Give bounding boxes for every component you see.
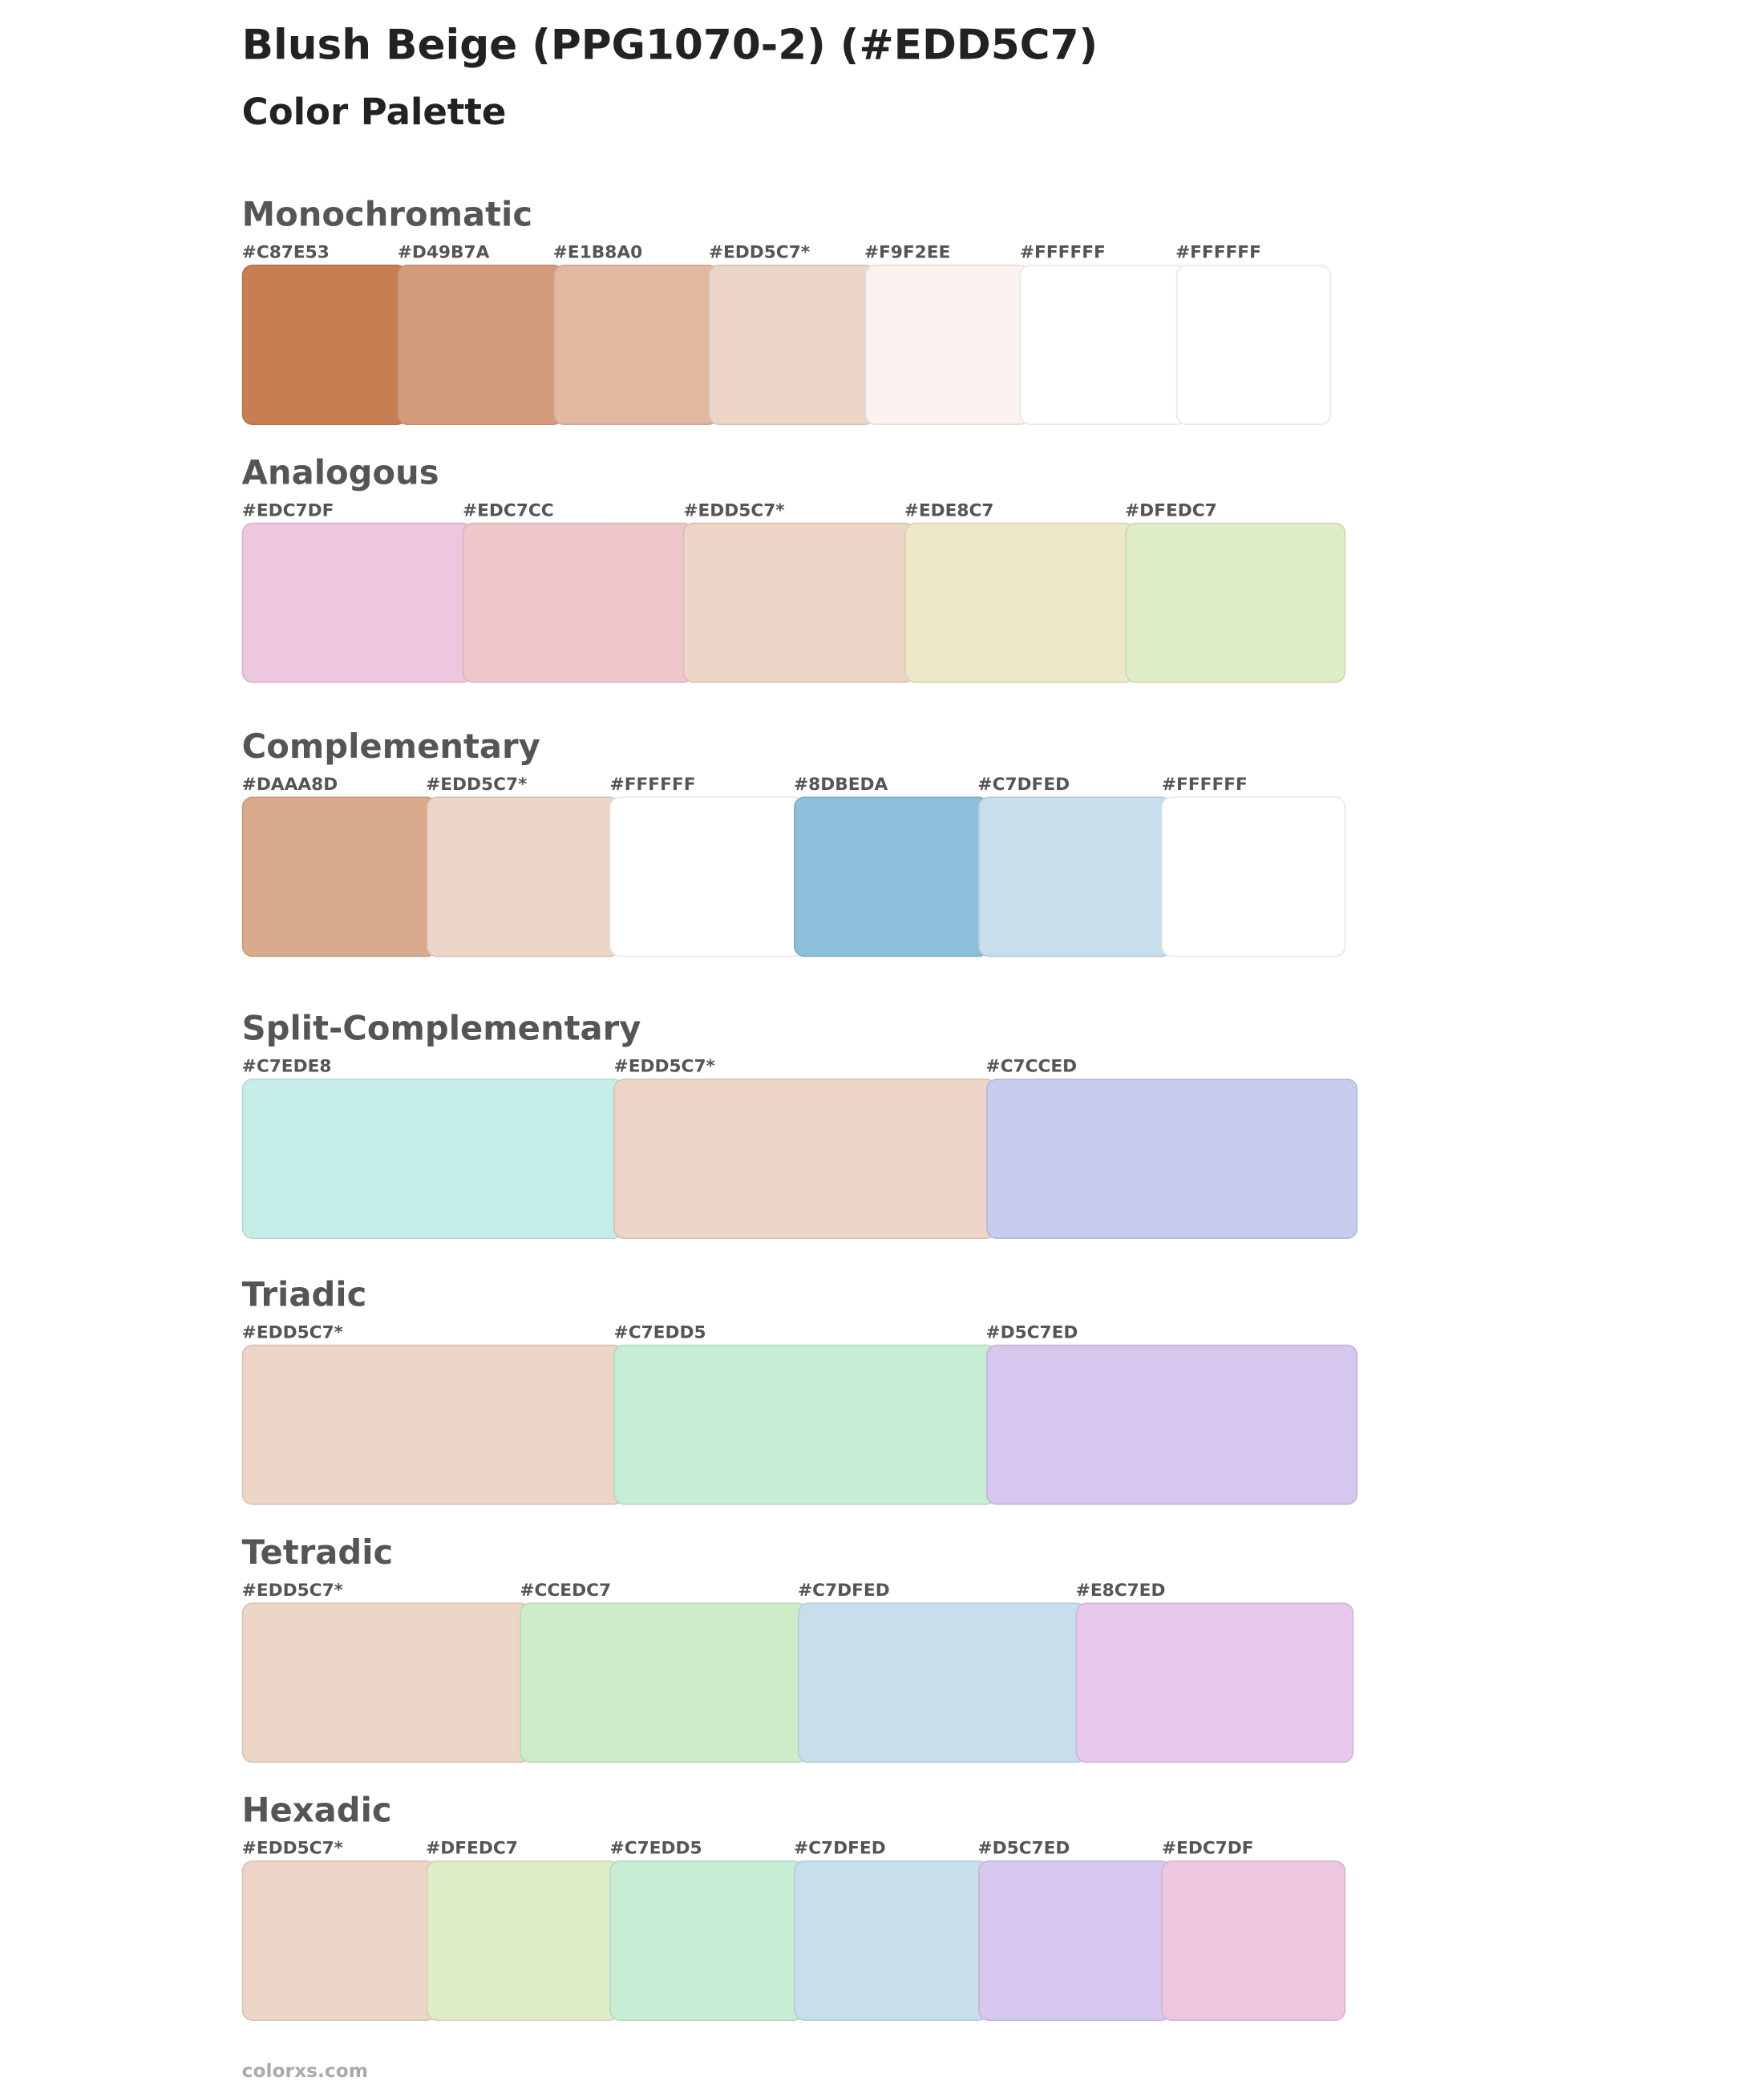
swatch-label: #C87E53 bbox=[241, 243, 330, 264]
color-swatch bbox=[241, 1079, 625, 1240]
swatch-label: #EDC7CC bbox=[462, 501, 554, 522]
section-heading: Analogous bbox=[241, 453, 439, 492]
color-swatch bbox=[1161, 1860, 1346, 2022]
swatch-label: #EDD5C7* bbox=[241, 1581, 343, 1601]
color-swatch bbox=[1019, 265, 1187, 426]
swatch-label: #EDD5C7* bbox=[613, 1057, 715, 1078]
color-swatch bbox=[1161, 796, 1346, 957]
swatch-label: #C7DFED bbox=[977, 775, 1070, 796]
color-swatch bbox=[985, 1344, 1358, 1505]
swatch-label: #DFEDC7 bbox=[426, 1839, 518, 1860]
color-swatch bbox=[977, 1860, 1173, 2022]
color-swatch bbox=[798, 1602, 1087, 1763]
swatch-label: #EDD5C7* bbox=[683, 501, 785, 522]
color-swatch bbox=[794, 796, 989, 957]
swatch-label: #C7CCED bbox=[985, 1057, 1078, 1078]
color-swatch bbox=[1175, 265, 1331, 426]
color-swatch bbox=[1075, 1602, 1354, 1763]
swatch-label: #FFFFFF bbox=[1175, 243, 1261, 264]
color-swatch bbox=[864, 265, 1031, 426]
swatch-label: #E8C7ED bbox=[1075, 1581, 1166, 1601]
page-subtitle: Color Palette bbox=[241, 92, 507, 134]
swatch-label: #E1B8A0 bbox=[552, 243, 643, 264]
swatch-label: #C7DFED bbox=[794, 1839, 886, 1860]
color-swatch bbox=[613, 1079, 997, 1240]
color-swatch bbox=[708, 265, 876, 426]
color-swatch bbox=[241, 1344, 625, 1505]
page-title: Blush Beige (PPG1070-2) (#EDD5C7) bbox=[241, 21, 1098, 70]
color-swatch bbox=[609, 1860, 805, 2022]
color-swatch bbox=[985, 1079, 1358, 1240]
color-swatch bbox=[462, 522, 694, 683]
section-heading: Hexadic bbox=[241, 1791, 392, 1830]
swatch-label: #C7EDD5 bbox=[609, 1839, 702, 1860]
color-swatch bbox=[241, 1860, 437, 2022]
swatch-label: #DFEDC7 bbox=[1124, 501, 1217, 522]
color-swatch bbox=[613, 1344, 997, 1505]
color-swatch bbox=[552, 265, 720, 426]
swatch-label: #C7EDD5 bbox=[613, 1323, 706, 1344]
section-heading: Tetradic bbox=[241, 1532, 394, 1573]
color-swatch bbox=[397, 265, 564, 426]
swatch-label: #D5C7ED bbox=[985, 1323, 1078, 1344]
section-heading: Triadic bbox=[241, 1275, 367, 1314]
color-swatch bbox=[683, 522, 915, 683]
swatch-label: #EDD5C7* bbox=[241, 1323, 343, 1344]
color-swatch bbox=[904, 522, 1136, 683]
swatch-label: #F9F2EE bbox=[864, 243, 951, 264]
color-swatch bbox=[977, 796, 1173, 957]
color-swatch bbox=[1124, 522, 1346, 683]
color-swatch bbox=[520, 1602, 809, 1763]
swatch-label: #FFFFFF bbox=[609, 775, 696, 796]
swatch-label: #CCEDC7 bbox=[520, 1581, 612, 1601]
section-heading: Complementary bbox=[241, 727, 540, 767]
footer[interactable]: colorxs.com bbox=[241, 2061, 369, 2083]
swatch-label: #D49B7A bbox=[397, 243, 490, 264]
color-swatch bbox=[241, 265, 409, 426]
swatch-label: #C7EDE8 bbox=[241, 1057, 332, 1078]
swatch-label: #DAAA8D bbox=[241, 775, 338, 796]
section-heading: Split-Complementary bbox=[241, 1009, 641, 1048]
color-swatch bbox=[241, 796, 437, 957]
color-swatch bbox=[426, 796, 621, 957]
swatch-label: #EDD5C7* bbox=[241, 1839, 343, 1860]
swatch-label: #EDD5C7* bbox=[426, 775, 528, 796]
color-swatch bbox=[426, 1860, 621, 2022]
swatch-label: #C7DFED bbox=[798, 1581, 890, 1601]
swatch-label: #D5C7ED bbox=[977, 1839, 1070, 1860]
color-swatch bbox=[609, 796, 805, 957]
swatch-label: #EDD5C7* bbox=[708, 243, 811, 264]
swatch-label: #EDC7DF bbox=[241, 501, 334, 522]
swatch-label: #FFFFFF bbox=[1161, 775, 1248, 796]
swatch-label: #8DBEDA bbox=[794, 775, 888, 796]
color-swatch bbox=[794, 1860, 989, 2022]
swatch-label: #EDE8C7 bbox=[904, 501, 994, 522]
color-swatch bbox=[241, 1602, 531, 1763]
swatch-label: #FFFFFF bbox=[1019, 243, 1106, 264]
color-swatch bbox=[241, 522, 474, 683]
section-heading: Monochromatic bbox=[241, 195, 533, 234]
swatch-label: #EDC7DF bbox=[1161, 1839, 1254, 1860]
